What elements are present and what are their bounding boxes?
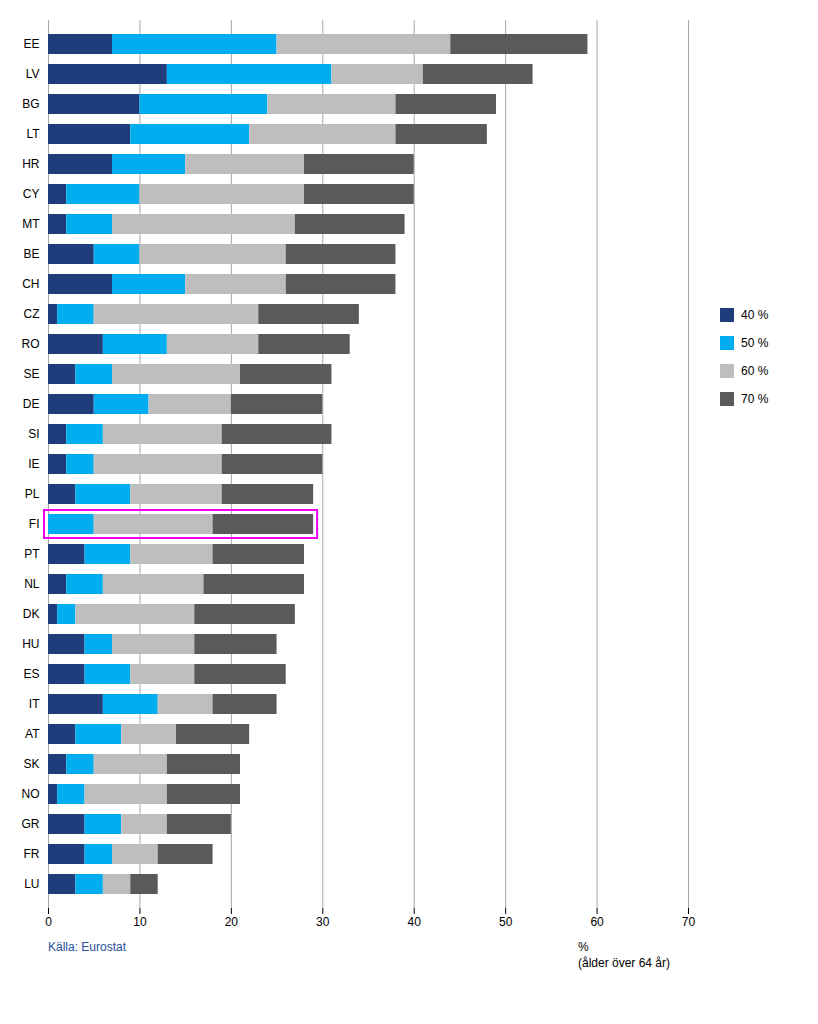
svg-text:NL: NL bbox=[24, 577, 40, 591]
svg-text:GR: GR bbox=[22, 817, 40, 831]
html-text:40 %: 40 % bbox=[741, 308, 769, 322]
svg-text:30: 30 bbox=[316, 915, 330, 929]
svg-text:MT: MT bbox=[22, 217, 40, 231]
svg-text:ES: ES bbox=[23, 667, 39, 681]
svg-text:CY: CY bbox=[23, 187, 40, 201]
svg-text:AT: AT bbox=[25, 727, 40, 741]
svg-text:20: 20 bbox=[225, 915, 239, 929]
svg-text:BG: BG bbox=[22, 97, 39, 111]
svg-text:IT: IT bbox=[29, 697, 40, 711]
html-text:(ålder över 64 år): (ålder över 64 år) bbox=[578, 956, 670, 970]
svg-text:SE: SE bbox=[23, 367, 39, 381]
html-text:60 %: 60 % bbox=[741, 364, 769, 378]
svg-text:LT: LT bbox=[26, 127, 40, 141]
svg-text:IE: IE bbox=[28, 457, 39, 471]
svg-text:BE: BE bbox=[23, 247, 39, 261]
svg-text:NO: NO bbox=[22, 787, 40, 801]
svg-text:HR: HR bbox=[22, 157, 40, 171]
svg-text:40: 40 bbox=[408, 915, 422, 929]
svg-text:FR: FR bbox=[24, 847, 40, 861]
svg-text:LV: LV bbox=[26, 67, 40, 81]
svg-text:0: 0 bbox=[45, 915, 52, 929]
svg-text:LU: LU bbox=[24, 877, 39, 891]
svg-text:DK: DK bbox=[23, 607, 40, 621]
svg-text:DE: DE bbox=[23, 397, 40, 411]
svg-text:10: 10 bbox=[133, 915, 147, 929]
svg-text:SI: SI bbox=[28, 427, 39, 441]
html-text:Källa: Eurostat: Källa: Eurostat bbox=[48, 940, 126, 954]
svg-text:PL: PL bbox=[25, 487, 40, 501]
svg-text:50: 50 bbox=[499, 915, 513, 929]
svg-text:HU: HU bbox=[22, 637, 39, 651]
svg-text:RO: RO bbox=[22, 337, 40, 351]
svg-text:FI: FI bbox=[29, 517, 40, 531]
html-text:50 %: 50 % bbox=[741, 336, 769, 350]
html-text:70 %: 70 % bbox=[741, 392, 769, 406]
svg-text:60: 60 bbox=[590, 915, 604, 929]
svg-text:70: 70 bbox=[682, 915, 696, 929]
svg-text:CZ: CZ bbox=[24, 307, 40, 321]
svg-text:CH: CH bbox=[22, 277, 39, 291]
svg-text:EE: EE bbox=[23, 37, 39, 51]
svg-text:PT: PT bbox=[24, 547, 40, 561]
svg-text:SK: SK bbox=[23, 757, 39, 771]
